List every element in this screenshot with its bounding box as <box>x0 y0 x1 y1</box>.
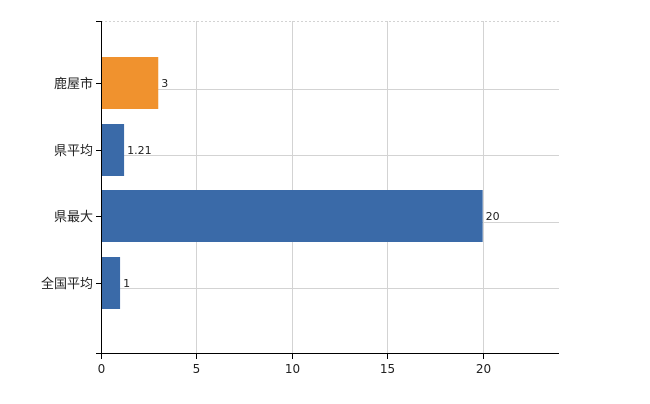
grid-layer <box>101 21 559 353</box>
x-tick-label: 15 <box>380 362 395 376</box>
category-label: 鹿屋市 <box>54 76 93 92</box>
category-label: 県平均 <box>54 144 93 159</box>
data-label: 1.21 <box>127 144 152 157</box>
x-tick-label: 5 <box>193 362 201 376</box>
x-tick-label: 0 <box>98 362 106 376</box>
bar <box>101 190 483 242</box>
bar-layer <box>101 57 483 309</box>
category-label: 全国平均 <box>41 276 93 292</box>
bar <box>101 57 159 109</box>
bar <box>101 124 125 176</box>
axis-layer <box>96 21 559 359</box>
bar <box>101 257 121 309</box>
category-label: 県最大 <box>54 210 93 225</box>
data-label: 20 <box>486 210 500 223</box>
x-tick-label: 10 <box>285 362 300 376</box>
data-label: 3 <box>161 77 168 90</box>
data-label: 1 <box>123 277 130 290</box>
x-tick-label: 20 <box>476 362 491 376</box>
label-layer: 3 鹿屋市 1.21 県平均 20 県最大 1 全国平均 0 5 10 15 20 <box>41 76 500 376</box>
